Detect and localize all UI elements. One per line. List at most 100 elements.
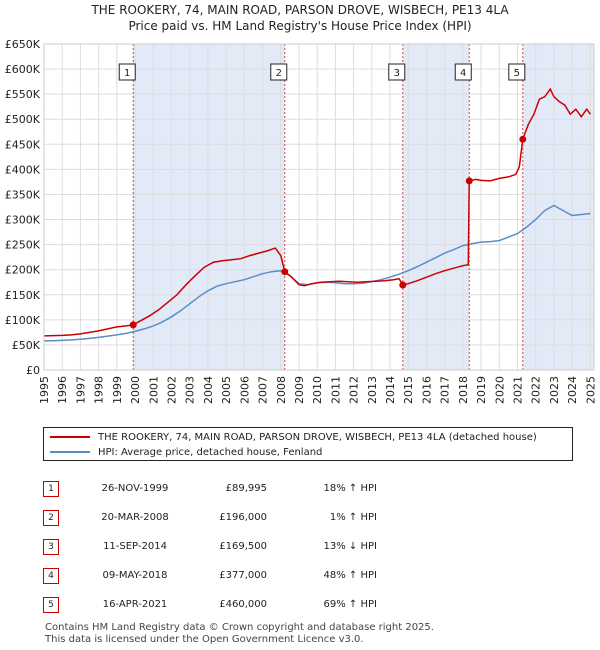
x-tick-label: 2006 xyxy=(238,376,251,404)
y-tick-label: £650K xyxy=(5,38,41,51)
y-tick-label: £600K xyxy=(5,63,41,76)
table-row: 3 11-SEP-2014 £169,500 13% ↓ HPI xyxy=(43,532,377,561)
y-tick-label: £150K xyxy=(5,289,41,302)
x-tick-label: 2017 xyxy=(439,376,452,404)
x-tick-label: 2025 xyxy=(584,376,597,404)
legend-label-hpi: HPI: Average price, detached house, Fenl… xyxy=(98,446,323,458)
x-tick-label: 2009 xyxy=(293,376,306,404)
chart-title: THE ROOKERY, 74, MAIN ROAD, PARSON DROVE… xyxy=(91,3,509,17)
sale-badge: 4 xyxy=(43,567,59,584)
x-tick-label: 2024 xyxy=(566,376,579,404)
x-tick-label: 2020 xyxy=(493,376,506,404)
y-tick-label: £0 xyxy=(26,364,40,377)
legend-label-property: THE ROOKERY, 74, MAIN ROAD, PARSON DROVE… xyxy=(98,431,537,443)
x-tick-label: 1996 xyxy=(56,376,69,404)
x-tick-label: 2003 xyxy=(184,376,197,404)
sale-label-number: 5 xyxy=(514,68,520,79)
sale-point xyxy=(129,321,137,329)
sale-date: 09-MAY-2018 xyxy=(102,570,168,581)
x-tick-label: 2018 xyxy=(457,376,470,404)
x-tick-label: 1995 xyxy=(38,376,51,404)
x-tick-label: 2012 xyxy=(348,376,361,404)
footer-copyright: Contains HM Land Registry data © Crown c… xyxy=(45,622,434,633)
table-row: 5 16-APR-2021 £460,000 69% ↑ HPI xyxy=(43,590,377,619)
y-tick-label: £100K xyxy=(5,314,41,327)
shaded-period xyxy=(402,44,470,370)
sale-label-number: 3 xyxy=(394,68,400,79)
x-tick-label: 2022 xyxy=(530,376,543,404)
shaded-period xyxy=(133,44,285,370)
x-tick-label: 2015 xyxy=(402,376,415,404)
x-tick-label: 2007 xyxy=(257,376,270,404)
y-tick-label: £400K xyxy=(5,163,41,176)
sale-badge: 2 xyxy=(43,509,59,526)
y-tick-label: £550K xyxy=(5,88,41,101)
plot-border xyxy=(43,43,595,371)
sale-point xyxy=(519,135,527,143)
legend-item-hpi: HPI: Average price, detached house, Fenl… xyxy=(50,445,322,459)
x-tick-label: 1999 xyxy=(111,376,124,404)
legend-swatch-hpi xyxy=(50,451,90,453)
y-tick-label: £50K xyxy=(12,339,41,352)
chart-subtitle: Price paid vs. HM Land Registry's House … xyxy=(128,19,472,33)
sale-price: £169,500 xyxy=(219,541,267,552)
x-tick-label: 2019 xyxy=(475,376,488,404)
sale-hpi: 18% ↑ HPI xyxy=(323,483,377,494)
x-tick-label: 2002 xyxy=(165,376,178,404)
y-tick-label: £200K xyxy=(5,264,41,277)
table-row: 1 26-NOV-1999 £89,995 18% ↑ HPI xyxy=(43,474,377,503)
sale-label-box xyxy=(508,63,526,81)
x-tick-label: 2005 xyxy=(220,376,233,404)
x-tick-label: 2004 xyxy=(202,376,215,404)
sale-label-number: 2 xyxy=(276,68,282,79)
y-tick-label: £500K xyxy=(5,113,41,126)
sale-point xyxy=(281,268,289,276)
x-tick-label: 2021 xyxy=(512,376,525,404)
sale-hpi: 69% ↑ HPI xyxy=(323,599,377,610)
sale-label-box xyxy=(454,63,472,81)
sale-hpi: 13% ↓ HPI xyxy=(323,541,377,552)
shaded-period xyxy=(522,44,594,370)
sale-badge: 3 xyxy=(43,538,59,555)
y-tick-label: £250K xyxy=(5,239,41,252)
sale-point xyxy=(399,281,407,289)
y-tick-label: £450K xyxy=(5,138,41,151)
table-row: 2 20-MAR-2008 £196,000 1% ↑ HPI xyxy=(43,503,377,532)
sale-label-box xyxy=(118,63,136,81)
x-tick-label: 2016 xyxy=(420,376,433,404)
sale-price: £377,000 xyxy=(219,570,267,581)
sale-price: £89,995 xyxy=(225,483,267,494)
price-chart: £0 £50K £100K £150K £200K £250K £300K £350K £400… xyxy=(5,38,598,404)
legend-swatch-property xyxy=(50,436,90,438)
sale-date: 26-NOV-1999 xyxy=(101,483,169,494)
x-tick-label: 2013 xyxy=(366,376,379,404)
x-tick-label: 2014 xyxy=(384,376,397,404)
property-price-line xyxy=(43,87,592,337)
sale-hpi: 48% ↑ HPI xyxy=(323,570,377,581)
y-tick-label: £350K xyxy=(5,188,41,201)
x-tick-label: 2001 xyxy=(147,376,160,404)
legend: THE ROOKERY, 74, MAIN ROAD, PARSON DROVE… xyxy=(43,427,573,461)
sale-hpi: 1% ↑ HPI xyxy=(329,512,377,523)
sale-label-number: 1 xyxy=(124,68,130,79)
sale-point xyxy=(465,177,473,185)
sale-label-number: 4 xyxy=(460,68,466,79)
x-tick-label: 1998 xyxy=(93,376,106,404)
legend-item-property: THE ROOKERY, 74, MAIN ROAD, PARSON DROVE… xyxy=(50,430,537,444)
sale-badge: 5 xyxy=(43,596,59,613)
x-tick-label: 2010 xyxy=(311,376,324,404)
sale-price: £196,000 xyxy=(219,512,267,523)
sales-table: 1 26-NOV-1999 £89,995 18% ↑ HPI 2 20-MAR… xyxy=(43,474,377,619)
sale-date: 20-MAR-2008 xyxy=(101,512,169,523)
x-tick-label: 2000 xyxy=(129,376,142,404)
x-tick-label: 2023 xyxy=(548,376,561,404)
x-tick-label: 2011 xyxy=(329,376,342,404)
y-tick-label: £300K xyxy=(5,214,41,227)
sale-date: 11-SEP-2014 xyxy=(103,541,167,552)
sale-date: 16-APR-2021 xyxy=(102,599,168,610)
sale-badge: 1 xyxy=(43,480,59,497)
sale-label-box xyxy=(270,63,288,81)
sale-price: £460,000 xyxy=(219,599,267,610)
x-tick-label: 2008 xyxy=(275,376,288,404)
sale-label-box xyxy=(388,63,406,81)
